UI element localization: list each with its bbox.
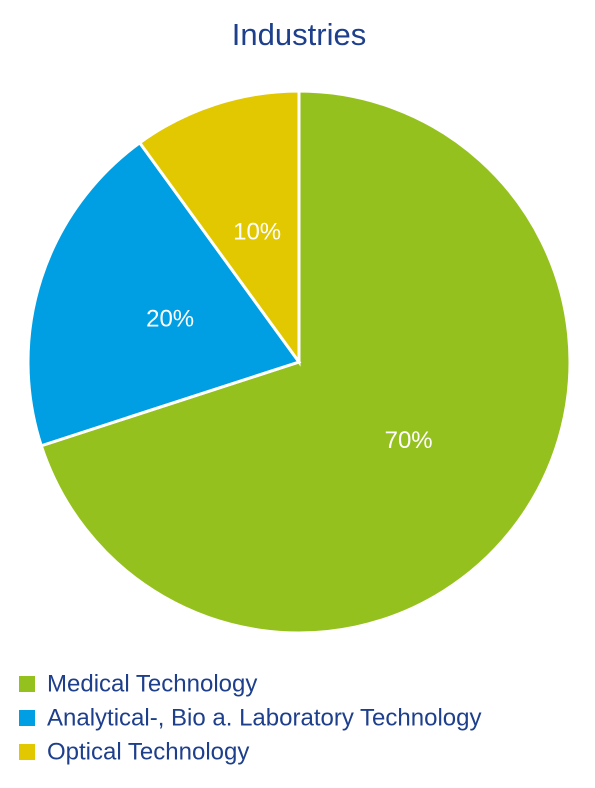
legend-label: Analytical-, Bio a. Laboratory Technolog… [47, 704, 481, 731]
pie-slice [26, 140, 302, 448]
legend-label: Medical Technology [47, 670, 257, 697]
chart-title: Industries [232, 17, 366, 52]
data-label: 70% [385, 427, 433, 454]
pie-slice [39, 89, 572, 635]
data-label: 20% [146, 305, 194, 332]
legend-swatch [19, 676, 35, 692]
pie-slice [137, 89, 301, 367]
legend-label: Optical Technology [47, 738, 249, 765]
legend-swatch [19, 744, 35, 760]
legend-swatch [19, 710, 35, 726]
data-label: 10% [233, 218, 281, 245]
